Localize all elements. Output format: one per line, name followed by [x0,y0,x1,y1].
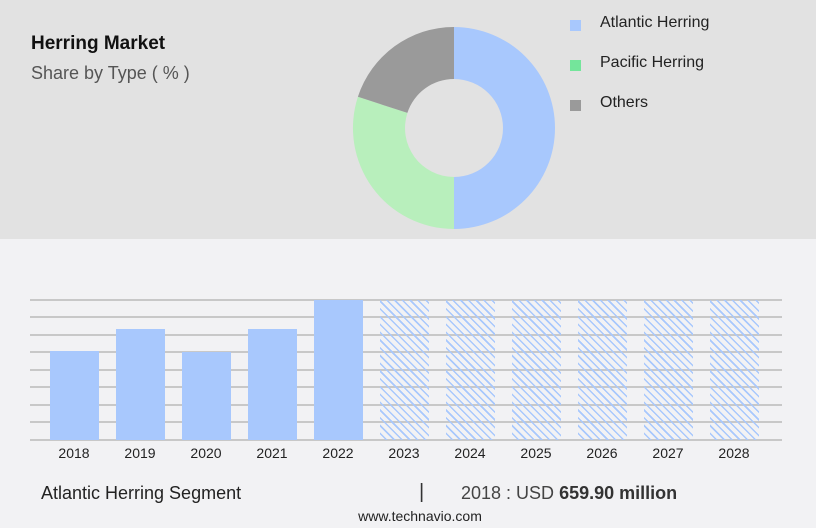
x-tick-label: 2025 [520,445,552,461]
segment-value: 2018 : USD 659.90 million [461,483,677,504]
bar-2027-forecast [644,300,693,440]
chart-subtitle: Share by Type ( % ) [31,63,190,83]
x-tick-label: 2018 [58,445,90,461]
x-tick-label: 2020 [190,445,222,461]
donut-slice-atlantic [454,27,555,229]
x-tick-label: 2023 [388,445,420,461]
x-tick-label: 2019 [124,445,156,461]
x-tick-label: 2024 [454,445,486,461]
bar-2026-forecast [578,300,627,440]
donut-chart [352,27,555,229]
segment-year-prefix: 2018 : USD [461,483,560,503]
chart-title: Herring Market [31,33,166,54]
legend-swatch-icon [570,100,581,111]
x-tick-label: 2028 [718,445,750,461]
bar-2018 [50,351,99,440]
bar-2028-forecast [710,300,759,440]
bar-2019 [116,329,165,440]
legend-label: Atlantic Herring [600,14,710,31]
donut-slice-others [357,27,454,113]
bar-2023-forecast [380,300,429,440]
segment-label: Atlantic Herring Segment [41,483,242,503]
top-panel: Herring Market Share by Type ( % ) Atlan… [0,0,816,239]
footer-separator: | [419,481,425,503]
bar-2020 [182,352,231,440]
bar-2022 [314,300,363,440]
bar-2021 [248,329,297,440]
x-tick-label: 2027 [652,445,684,461]
x-tick-label: 2026 [586,445,618,461]
segment-value-amount: 659.90 million [559,483,678,503]
x-tick-label: 2021 [256,445,288,461]
bar-2024-forecast [446,300,495,440]
legend-label: Others [600,94,649,111]
bar-2025-forecast [512,300,561,440]
source-url: www.technavio.com [358,508,482,524]
x-axis-baseline [30,439,782,441]
legend-label: Pacific Herring [600,54,705,71]
x-tick-label: 2022 [322,445,354,461]
donut-slice-pacific [352,96,454,229]
legend-swatch-icon [570,20,581,31]
legend-swatch-icon [570,60,581,71]
